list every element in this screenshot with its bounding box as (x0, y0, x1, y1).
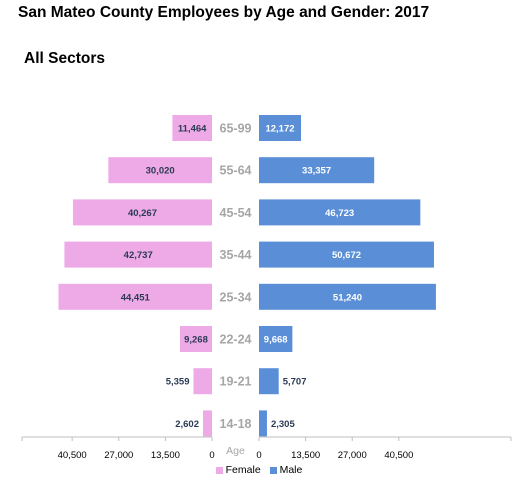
age-category-label: 14-18 (220, 417, 252, 431)
male-data-label: 9,668 (264, 335, 288, 346)
pyramid-chart: 11,464 12,172 65-99 30,020 33,357 55-64 40,267… (21, 115, 512, 461)
right-tick-label: 0 (256, 450, 261, 461)
female-data-label: 5,359 (166, 377, 190, 388)
male-bar (259, 368, 279, 395)
age-category-label: 55-64 (220, 164, 252, 178)
chart-title: San Mateo County Employees by Age and Ge… (18, 4, 430, 21)
male-data-label: 51,240 (333, 292, 362, 303)
age-category-label: 45-54 (220, 206, 252, 220)
male-data-label: 46,723 (325, 208, 354, 219)
female-bar (193, 368, 212, 395)
male-data-label: 33,357 (302, 166, 331, 177)
left-tick-label: 13,500 (151, 450, 180, 461)
chart-subtitle: All Sectors (24, 50, 105, 67)
male-data-label: 5,707 (283, 377, 307, 388)
legend-swatch-male (269, 466, 277, 474)
female-data-label: 44,451 (121, 292, 151, 303)
female-data-label: 9,268 (184, 335, 208, 346)
male-bar (259, 241, 434, 268)
female-bar (64, 241, 212, 268)
female-data-label: 11,464 (178, 124, 207, 135)
female-data-label: 40,267 (128, 208, 157, 219)
female-bar (58, 283, 212, 310)
male-bar (259, 199, 421, 226)
age-category-label: 65-99 (220, 122, 252, 136)
male-bar (259, 115, 302, 141)
female-data-label: 42,737 (124, 250, 153, 261)
left-tick-label: 40,500 (58, 450, 87, 461)
male-bar (259, 410, 267, 437)
legend-item-male: Male (269, 464, 303, 476)
left-tick-label: 0 (209, 450, 214, 461)
female-bar (108, 157, 212, 184)
female-data-label: 30,020 (146, 166, 175, 177)
male-data-label: 12,172 (265, 124, 294, 135)
male-data-label: 2,305 (271, 419, 295, 430)
legend-item-female: Female (215, 464, 261, 476)
age-category-label: 35-44 (220, 248, 252, 262)
female-bar (172, 115, 212, 141)
legend: Female Male (0, 464, 518, 476)
male-bar (259, 283, 436, 310)
left-tick-label: 27,000 (104, 450, 133, 461)
male-bar (259, 157, 375, 184)
female-bar (179, 326, 212, 352)
right-tick-label: 27,000 (338, 450, 367, 461)
legend-label-female: Female (225, 464, 261, 476)
right-tick-label: 40,500 (384, 450, 413, 461)
female-data-label: 2,602 (175, 419, 199, 430)
right-tick-label: 13,500 (291, 450, 320, 461)
female-bar (203, 410, 212, 437)
male-bar (259, 326, 293, 352)
male-data-label: 50,672 (332, 250, 361, 261)
female-bar (72, 199, 213, 226)
age-category-label: 22-24 (220, 333, 252, 347)
age-category-label: 25-34 (220, 290, 252, 304)
x-axis-title: Age (226, 445, 245, 457)
legend-label-male: Male (279, 464, 303, 476)
legend-swatch-female (215, 466, 223, 474)
age-category-label: 19-21 (220, 375, 252, 389)
